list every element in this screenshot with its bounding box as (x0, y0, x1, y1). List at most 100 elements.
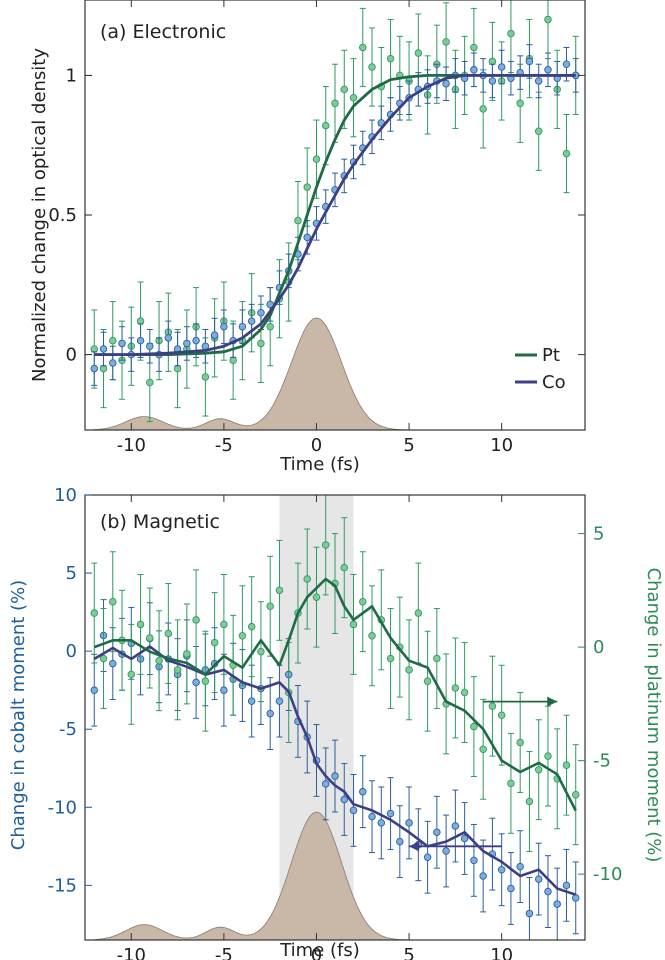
data-point (164, 334, 173, 342)
data-point (460, 834, 469, 843)
data-point (210, 331, 219, 339)
data-point (386, 809, 395, 818)
y-tick-label: -5 (59, 719, 77, 740)
data-point (99, 654, 108, 663)
data-point (238, 632, 247, 640)
panel-b-frame (84, 494, 586, 941)
panel-b-lines (93, 577, 577, 896)
data-point (247, 697, 256, 705)
legend-pt-label: Pt (542, 345, 560, 366)
x-tick-label: 10 (490, 435, 513, 456)
y-tick-label: 0 (593, 637, 604, 658)
data-point (544, 15, 552, 24)
panel-a-yticks: 00.51 (48, 65, 585, 366)
panel-b-label: (b) Magnetic (100, 511, 220, 533)
data-point (571, 790, 580, 799)
data-point (497, 865, 506, 874)
data-point (368, 812, 376, 821)
data-point (479, 745, 487, 754)
data-point (359, 43, 367, 52)
y-tick-label: 5 (593, 524, 604, 545)
data-point (183, 339, 191, 348)
panel-b-ylabel-left: Change in cobalt moment (%) (8, 580, 29, 850)
panel-a-fits (94, 74, 576, 356)
panel-a: -10 -5 0 5 10 00.51 (a) Electronic Time (fs)… (29, 0, 586, 475)
data-point (136, 336, 145, 345)
data-point (192, 616, 200, 624)
data-point (571, 894, 580, 902)
data-point (525, 57, 534, 66)
data-point (127, 670, 136, 679)
data-point (220, 620, 228, 629)
data-point (312, 593, 321, 601)
data-point (497, 711, 506, 719)
x-tick-label: 5 (403, 945, 414, 960)
x-tick-label: -10 (117, 945, 146, 960)
data-point (414, 49, 423, 57)
data-point (516, 738, 524, 747)
data-point (562, 149, 571, 158)
data-point (266, 709, 274, 718)
data-point (359, 787, 367, 796)
x-tick-label: -5 (215, 945, 233, 960)
data-point (479, 872, 487, 880)
data-point (192, 336, 200, 345)
data-point (331, 99, 339, 108)
data-point (488, 702, 497, 710)
series-line-co (94, 74, 576, 356)
data-point (470, 66, 478, 74)
data-point (534, 875, 543, 883)
x-tick-label: 10 (490, 945, 513, 960)
data-point (238, 322, 247, 331)
y-tick-label: -15 (48, 875, 77, 896)
data-point (553, 900, 561, 908)
data-point (275, 586, 284, 595)
data-point (451, 822, 460, 830)
x-tick-label: 5 (403, 435, 414, 456)
data-point (294, 216, 302, 225)
data-point (99, 345, 108, 353)
y-tick-label: 1 (66, 65, 77, 86)
panel-a-label: (a) Electronic (100, 21, 226, 43)
y-tick-label: 10 (54, 485, 77, 506)
data-point (192, 678, 200, 687)
data-point (303, 575, 311, 583)
data-point (266, 602, 274, 611)
data-point (470, 856, 478, 865)
data-point (534, 765, 543, 774)
data-point (544, 887, 552, 896)
data-point (349, 620, 358, 629)
data-point (470, 722, 478, 731)
data-point (516, 862, 524, 871)
data-point (396, 837, 404, 846)
data-point (507, 29, 515, 38)
data-point (164, 629, 173, 638)
panel-b-arrows (409, 696, 558, 852)
data-point (433, 828, 441, 837)
data-point (275, 697, 284, 705)
legend-co-label: Co (542, 372, 566, 393)
data-point (423, 853, 432, 861)
data-point (321, 780, 330, 788)
y-tick-label: -5 (593, 751, 611, 772)
data-point (303, 183, 311, 191)
data-point (525, 909, 534, 918)
data-point (90, 686, 99, 694)
data-point (386, 54, 395, 63)
data-point (359, 597, 367, 606)
panel-b-yticks-right: -10 -5 0 5 (578, 524, 622, 885)
x-tick-label: 0 (311, 435, 322, 456)
data-point (433, 654, 441, 663)
data-point (173, 666, 182, 674)
y-tick-label: 0.5 (48, 205, 77, 226)
data-point (525, 797, 534, 806)
y-tick-label: 0 (66, 641, 77, 662)
data-point (109, 659, 117, 668)
data-point (451, 684, 460, 692)
data-point (414, 609, 423, 617)
data-point (340, 795, 349, 804)
panel-b: -10 -5 0 5 10 -15 -10 -5 0 5 10 -10 -5 0 5 (b) Magne… (8, 485, 664, 960)
data-point (220, 686, 228, 694)
data-point (331, 772, 339, 780)
data-point (442, 80, 450, 88)
